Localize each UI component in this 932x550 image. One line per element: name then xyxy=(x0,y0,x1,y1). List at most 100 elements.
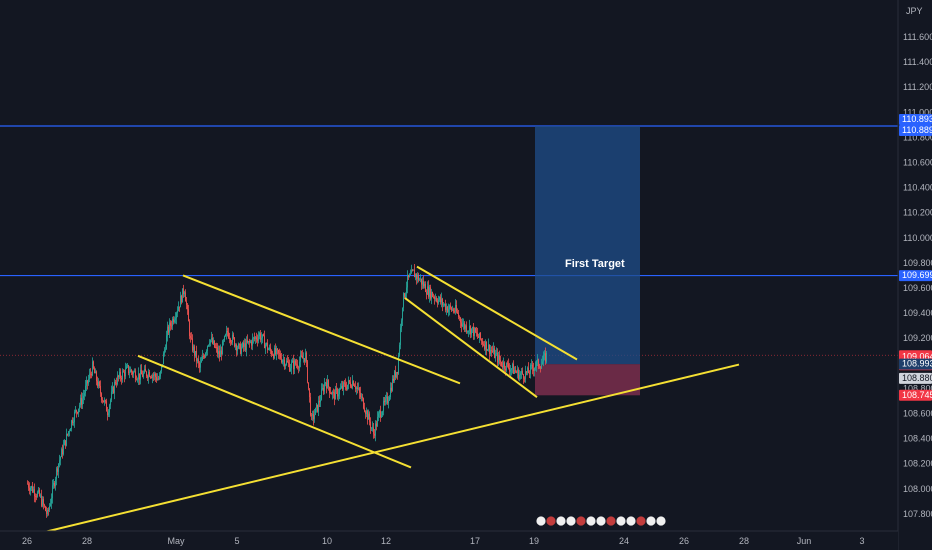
candle xyxy=(540,367,541,369)
economic-event-icon[interactable] xyxy=(535,515,547,527)
candle xyxy=(134,371,135,373)
candle xyxy=(467,331,468,333)
candle xyxy=(439,297,440,300)
economic-event-icon[interactable] xyxy=(615,515,627,527)
candle xyxy=(129,372,130,374)
candle xyxy=(357,387,358,389)
economic-event-icon[interactable] xyxy=(555,515,567,527)
candle xyxy=(496,352,497,354)
candle xyxy=(306,352,307,362)
economic-event-icon[interactable] xyxy=(575,515,587,527)
trend-line[interactable] xyxy=(25,363,740,538)
candle xyxy=(366,410,367,414)
candle xyxy=(233,334,234,338)
profit-zone[interactable] xyxy=(535,125,640,365)
economic-event-icon[interactable] xyxy=(595,515,607,527)
candle xyxy=(407,274,408,288)
time-tick-label: 19 xyxy=(529,536,539,546)
candle xyxy=(300,355,301,362)
candle xyxy=(511,368,512,370)
trend-line[interactable] xyxy=(137,354,412,469)
candle xyxy=(230,338,231,342)
price-tick-label: 111.400 xyxy=(903,57,932,67)
candle xyxy=(205,353,206,358)
trend-line[interactable] xyxy=(404,297,538,398)
candle xyxy=(489,344,490,354)
candle xyxy=(295,360,296,365)
candle xyxy=(449,305,450,310)
economic-event-icon[interactable] xyxy=(585,515,597,527)
candle xyxy=(283,359,284,361)
stop-loss-zone[interactable] xyxy=(535,364,640,396)
candle xyxy=(206,350,207,354)
candle xyxy=(149,372,150,377)
candle xyxy=(281,358,282,363)
candle xyxy=(85,385,86,394)
economic-event-icon[interactable] xyxy=(635,515,647,527)
time-axis[interactable] xyxy=(0,531,898,550)
candle xyxy=(286,361,287,365)
candle xyxy=(289,363,290,372)
trend-line[interactable] xyxy=(182,274,461,385)
economic-event-icon[interactable] xyxy=(655,515,667,527)
candle xyxy=(119,371,120,378)
candle xyxy=(488,344,489,350)
candle xyxy=(348,380,349,385)
economic-event-icon[interactable] xyxy=(605,515,617,527)
candle xyxy=(164,349,165,354)
candle xyxy=(423,281,424,287)
candle xyxy=(395,371,396,378)
candle xyxy=(99,381,100,386)
candle xyxy=(112,387,113,392)
candle xyxy=(114,382,115,394)
time-tick-label: 12 xyxy=(381,536,391,546)
candle xyxy=(541,364,542,369)
candle xyxy=(517,369,518,373)
candle xyxy=(314,414,315,420)
candle xyxy=(353,381,354,386)
candle xyxy=(103,400,104,403)
candle xyxy=(361,396,362,398)
candle xyxy=(58,463,59,472)
candle xyxy=(322,388,323,390)
candle xyxy=(458,313,459,317)
candle xyxy=(96,371,97,382)
candle xyxy=(107,411,108,416)
time-tick-label: 10 xyxy=(322,536,332,546)
candle xyxy=(307,361,308,383)
candle xyxy=(468,331,469,332)
stop-badge-text: 108.745 xyxy=(902,390,932,400)
candle xyxy=(124,372,125,377)
economic-event-icon[interactable] xyxy=(625,515,637,527)
economic-event-icon[interactable] xyxy=(565,515,577,527)
economic-event-icon[interactable] xyxy=(545,515,557,527)
candle xyxy=(426,291,427,295)
candle xyxy=(443,304,444,306)
candle xyxy=(193,346,194,351)
economic-event-icon[interactable] xyxy=(645,515,657,527)
candle xyxy=(304,358,305,362)
candle xyxy=(65,440,66,446)
candle xyxy=(492,350,493,352)
candle xyxy=(419,279,420,281)
candle xyxy=(95,371,96,374)
candle xyxy=(254,337,255,339)
candle xyxy=(513,364,514,374)
candle xyxy=(172,318,173,327)
candle xyxy=(456,305,457,312)
candle xyxy=(285,364,286,367)
first-target-label[interactable]: First Target xyxy=(565,258,625,270)
candle xyxy=(486,341,487,351)
candle xyxy=(387,396,388,404)
candle xyxy=(248,340,249,343)
candle xyxy=(270,347,271,351)
candle xyxy=(243,342,244,347)
candle xyxy=(531,364,532,366)
candle xyxy=(199,362,200,368)
candle xyxy=(523,374,524,379)
candle xyxy=(401,320,402,328)
candle xyxy=(86,380,87,386)
trend-line[interactable] xyxy=(416,265,578,361)
